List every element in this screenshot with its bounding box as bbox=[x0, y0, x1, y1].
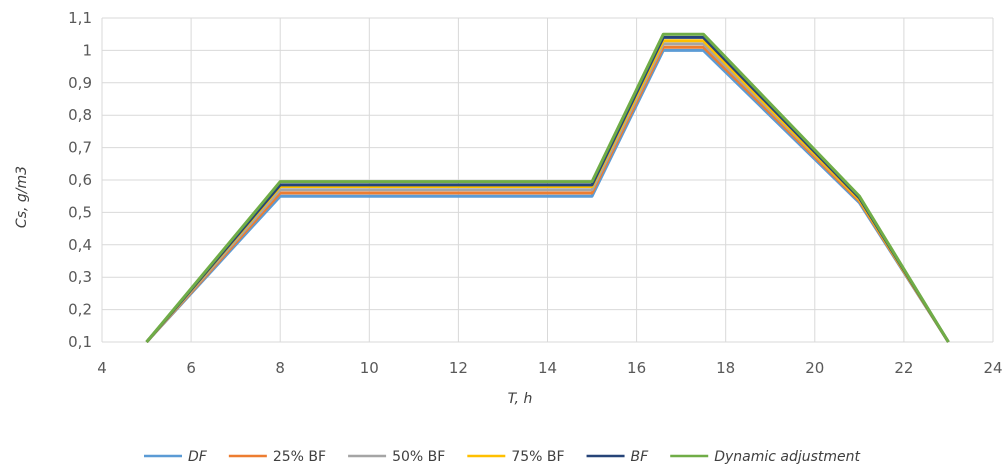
y-tick-label: 0,5 bbox=[68, 203, 92, 221]
legend-item: DF bbox=[144, 449, 208, 465]
x-tick-label: 18 bbox=[716, 359, 735, 377]
y-tick-label: 1,1 bbox=[68, 9, 92, 27]
legend-item: 75% BF bbox=[467, 449, 565, 465]
series-lines bbox=[145, 32, 950, 344]
y-tick-label: 0,4 bbox=[68, 236, 92, 254]
y-tick-label: 0,8 bbox=[68, 106, 92, 124]
y-tick-label: 0,7 bbox=[68, 139, 92, 157]
y-tick-label: 0,1 bbox=[68, 333, 92, 351]
y-tick-label: 1 bbox=[82, 41, 92, 59]
x-tick-label: 6 bbox=[186, 359, 196, 377]
x-tick-label: 22 bbox=[894, 359, 913, 377]
legend-label: BF bbox=[631, 449, 650, 465]
x-axis-label: T, h bbox=[508, 391, 533, 407]
x-tick-label: 16 bbox=[627, 359, 646, 377]
y-tick-label: 0,6 bbox=[68, 171, 92, 189]
legend-label: 25% BF bbox=[273, 449, 326, 465]
redaction-box bbox=[44, 400, 126, 434]
x-tick-label: 20 bbox=[805, 359, 824, 377]
x-tick-label: 12 bbox=[449, 359, 468, 377]
x-tick-label: 24 bbox=[983, 359, 1002, 377]
grid-lines bbox=[101, 17, 994, 343]
legend-item: BF bbox=[586, 449, 650, 465]
legend-label: 75% BF bbox=[511, 449, 564, 465]
legend-item: 25% BF bbox=[228, 449, 326, 465]
y-axis-label: Cs, g/m3 bbox=[14, 166, 30, 228]
x-tick-label: 8 bbox=[275, 359, 285, 377]
x-tick-label: 14 bbox=[538, 359, 557, 377]
legend-item: 50% BF bbox=[348, 449, 445, 465]
y-tick-label: 0,3 bbox=[68, 268, 92, 286]
x-tick-label: 4 bbox=[97, 359, 107, 377]
legend: DF 25% BF 50% BF 75% BF BF Dynamic adjustment bbox=[144, 449, 861, 465]
y-tick-label: 0,2 bbox=[68, 301, 92, 319]
legend-label: DF bbox=[188, 449, 208, 465]
legend-label: Dynamic adjustment bbox=[714, 449, 860, 465]
legend-label: 50% BF bbox=[392, 449, 445, 465]
x-tick-label: 10 bbox=[360, 359, 379, 377]
y-tick-labels: 0,1 0,2 0,3 0,4 0,5 0,6 0,7 0,8 0,9 1 1,1 bbox=[68, 9, 92, 351]
y-tick-label: 0,9 bbox=[68, 74, 92, 92]
legend-item: Dynamic adjustment bbox=[670, 449, 861, 465]
x-tick-labels: 4 6 8 10 12 14 16 18 20 22 24 bbox=[97, 359, 1002, 377]
series-line bbox=[145, 32, 950, 343]
